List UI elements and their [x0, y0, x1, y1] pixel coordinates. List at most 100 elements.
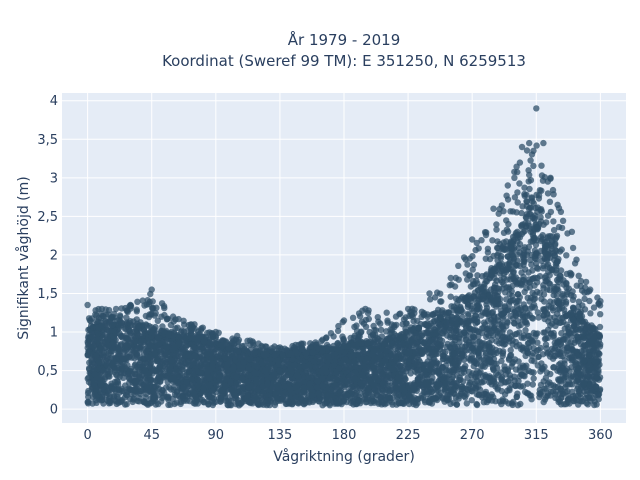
data-point	[467, 302, 475, 310]
data-point	[504, 319, 511, 326]
data-point	[549, 267, 556, 274]
data-point	[216, 394, 223, 402]
data-point	[544, 334, 552, 341]
data-point	[450, 399, 457, 406]
data-point	[152, 383, 160, 390]
data-point	[394, 340, 401, 347]
data-point	[536, 393, 543, 401]
data-point	[519, 344, 526, 351]
data-point	[474, 367, 481, 375]
data-point	[503, 276, 511, 283]
data-point	[522, 352, 529, 360]
data-points	[84, 105, 604, 409]
data-point	[536, 386, 543, 394]
data-point	[423, 329, 430, 336]
data-point	[542, 341, 550, 348]
data-point	[93, 352, 100, 359]
data-point	[215, 352, 222, 359]
data-point	[517, 400, 524, 408]
data-point	[352, 363, 359, 370]
data-point	[486, 375, 493, 382]
data-point	[100, 367, 107, 374]
data-point	[351, 369, 359, 376]
data-point	[490, 287, 497, 294]
data-point	[414, 376, 421, 383]
data-point	[424, 382, 431, 389]
data-point	[555, 306, 562, 313]
data-point	[561, 347, 568, 354]
data-point	[505, 400, 512, 407]
data-point	[593, 364, 600, 371]
data-point	[570, 304, 577, 312]
data-point	[168, 375, 176, 382]
data-point	[446, 355, 453, 362]
data-point	[106, 393, 114, 401]
data-point	[573, 378, 580, 385]
data-point	[595, 349, 602, 356]
data-point	[481, 363, 488, 370]
data-point	[407, 370, 414, 377]
data-point	[514, 291, 522, 298]
data-point	[570, 397, 578, 404]
data-point	[531, 358, 538, 365]
data-point	[140, 399, 148, 406]
data-point	[510, 268, 517, 275]
data-point	[179, 372, 186, 379]
data-point	[140, 360, 148, 368]
data-point	[528, 261, 535, 268]
data-point	[161, 339, 168, 346]
data-point	[379, 380, 387, 387]
data-point	[142, 347, 150, 355]
data-point	[576, 387, 583, 394]
data-point	[522, 279, 529, 286]
data-point	[238, 375, 246, 382]
data-point	[194, 400, 202, 407]
data-point	[444, 316, 451, 323]
data-point	[511, 356, 519, 363]
data-point	[585, 394, 593, 401]
data-point	[483, 301, 490, 308]
data-point	[385, 371, 393, 379]
data-point	[315, 390, 322, 397]
data-point	[460, 365, 467, 373]
data-point	[559, 365, 567, 372]
data-point	[489, 308, 497, 316]
data-point	[533, 288, 541, 295]
data-point	[480, 319, 488, 326]
data-point	[550, 329, 557, 337]
data-point	[533, 237, 541, 244]
data-point	[590, 334, 598, 341]
data-point	[507, 347, 514, 354]
data-point	[341, 363, 349, 371]
data-point	[530, 369, 537, 376]
data-point	[556, 298, 563, 305]
data-point	[110, 340, 117, 347]
data-point	[527, 238, 534, 245]
data-point	[554, 283, 561, 290]
data-point	[415, 367, 422, 374]
data-point	[434, 327, 442, 335]
data-point	[542, 278, 549, 285]
data-point	[347, 393, 354, 401]
data-point	[470, 359, 478, 366]
data-point	[157, 369, 164, 376]
data-point	[84, 351, 92, 358]
data-point	[371, 373, 378, 381]
data-point	[556, 319, 563, 326]
data-point	[356, 397, 363, 404]
data-point	[426, 346, 433, 353]
data-point	[387, 387, 394, 394]
data-point	[398, 355, 405, 362]
data-point	[144, 372, 151, 379]
data-point	[556, 314, 563, 321]
data-point	[520, 250, 527, 257]
data-point	[371, 381, 378, 389]
data-point	[581, 379, 588, 387]
data-point	[167, 386, 175, 393]
data-point	[515, 377, 522, 385]
data-point	[511, 309, 518, 316]
data-point	[114, 347, 121, 354]
data-point	[535, 353, 542, 361]
data-point	[454, 314, 461, 321]
data-point	[395, 400, 403, 407]
